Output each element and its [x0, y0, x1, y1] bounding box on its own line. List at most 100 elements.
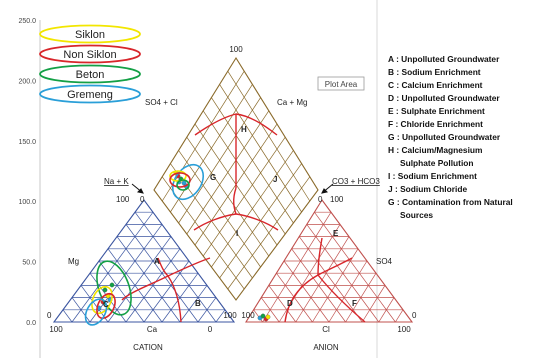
sample-point: [102, 287, 108, 293]
diamond-gridline: [178, 150, 261, 268]
cation-siklon-ellipse: [91, 285, 113, 315]
diamond-gridline: [227, 176, 311, 290]
diamond-gridline: [202, 137, 286, 257]
sample-point: [265, 314, 271, 320]
cation-gridline: [179, 285, 208, 323]
anion-bottom-right-100: 100: [397, 325, 411, 334]
cluster-ellipses: [84, 163, 205, 326]
classification-entry: G : Unpolluted Groundwater: [388, 132, 501, 142]
series-legend: Siklon Non Siklon Beton Gremeng: [39, 24, 141, 104]
nonsiklon-cluster-ellipse: [169, 172, 191, 188]
cation-gridline: [215, 309, 226, 323]
anion-gridline: [328, 260, 368, 323]
anion-so4-label: SO4: [376, 257, 393, 266]
anion-gridline: [268, 285, 297, 323]
cation-gridline: [125, 224, 199, 323]
cation-gridline: [62, 309, 73, 323]
anion-top-100: 100: [330, 195, 344, 204]
cation-bottom-right-0: 0: [208, 325, 213, 334]
diamond-gridline: [211, 150, 294, 268]
diamond-region-I: I: [236, 229, 238, 238]
diamond-top-100: 100: [229, 45, 243, 54]
classification-entry: Sources: [400, 210, 433, 220]
cation-title: CATION: [133, 343, 163, 352]
classification-entry: G : Contamination from Natural: [388, 197, 513, 207]
cation-gridline: [143, 260, 190, 323]
classification-entry: C : Calcium Enrichment: [388, 80, 483, 90]
classification-entry: A : Unpolluted Groundwater: [388, 54, 500, 64]
cation-gridline: [134, 211, 217, 323]
y-tick-label: 250.0: [18, 18, 36, 25]
beton-cluster-ellipse: [176, 179, 190, 191]
anion-region-D: D: [287, 299, 293, 308]
y-tick-label: 150.0: [18, 139, 36, 146]
cation-region-A: A: [154, 257, 160, 266]
diamond-outline: [153, 56, 319, 301]
diamond-region-J: J: [273, 175, 277, 184]
sample-point: [260, 313, 266, 319]
legend-ellipse: [39, 84, 141, 104]
cation-gridline: [71, 211, 154, 323]
y-tick-label: 200.0: [18, 78, 36, 85]
cation-top-100: 100: [116, 195, 130, 204]
classification-entry: B : Sodium Enrichment: [388, 67, 481, 77]
diamond-curve-4: [233, 187, 237, 215]
diamond-region-H: H: [241, 125, 247, 134]
cation-region-B: B: [195, 299, 201, 308]
cation-curve-2: [167, 275, 182, 323]
legend-ellipse: [39, 44, 141, 64]
legend-ellipse: [39, 64, 141, 84]
legend-label: Beton: [76, 69, 105, 81]
cation-top-0: 0: [140, 195, 145, 204]
diamond-region-G: G: [210, 173, 216, 182]
classification-entry: J : Sodium Chloride: [388, 184, 467, 194]
anion-region-E: E: [333, 229, 339, 238]
cation-beton-ellipse: [96, 260, 132, 316]
anion-curve-2: [317, 274, 366, 323]
plot-area-tooltip: Plot Area: [317, 76, 365, 91]
cation-mg-label: Mg: [68, 257, 79, 266]
cation-bottom-left-100: 100: [49, 325, 63, 334]
cation-gridline: [89, 224, 163, 323]
anion-title: ANION: [313, 343, 339, 352]
classification-entry: I : Sodium Enrichment: [388, 171, 477, 181]
anion-gridline: [262, 212, 332, 323]
diamond-gridline: [186, 137, 270, 257]
classification-entry: D : Unpolluted Groundwater: [388, 93, 500, 103]
classification-list: A : Unpolluted Groundwater B : Sodium Enr…: [388, 54, 513, 220]
cation-ca-label: Ca: [147, 325, 158, 334]
anion-top-0: 0: [318, 195, 323, 204]
anion-bottom-right-0: 0: [412, 311, 417, 320]
anion-triangle: [245, 199, 414, 323]
cation-gridline: [116, 236, 181, 323]
anion-co3-label: CO3 + HCO3: [332, 177, 380, 186]
y-tick-label: 50.0: [22, 260, 36, 267]
anion-region-F: F: [352, 299, 357, 308]
cation-bottom-left-0: 0: [47, 311, 52, 320]
y-tick-label: 0.0: [26, 320, 36, 327]
cation-nonsiklon-ellipse: [96, 292, 116, 320]
classification-entry: H : Calcium/Magnesium: [388, 145, 482, 155]
anion-gridline: [395, 309, 404, 323]
legend-label: Siklon: [75, 29, 105, 41]
sample-point: [109, 282, 115, 288]
gremeng-cluster-ellipse: [171, 163, 205, 201]
anion-gridline: [314, 211, 396, 323]
diamond-camg-label: Ca + Mg: [277, 98, 307, 107]
diamond-so4cl-label: SO4 + Cl: [145, 98, 178, 107]
anion-cl-label: Cl: [322, 325, 330, 334]
cation-region-C: C: [103, 300, 109, 309]
legend-ellipse: [39, 24, 141, 44]
classification-curves: [121, 113, 366, 323]
classification-entry: E : Sulphate Enrichment: [388, 106, 485, 116]
arrows: [131, 183, 334, 194]
anion-gridline: [298, 236, 363, 323]
cation-curve-3: [157, 257, 169, 277]
cation-gridline: [107, 236, 172, 323]
anion-gridline: [306, 224, 380, 323]
plot-area-label: Plot Area: [325, 80, 358, 89]
anion-curve-3: [317, 237, 323, 276]
cation-gremeng-ellipse: [84, 298, 108, 326]
